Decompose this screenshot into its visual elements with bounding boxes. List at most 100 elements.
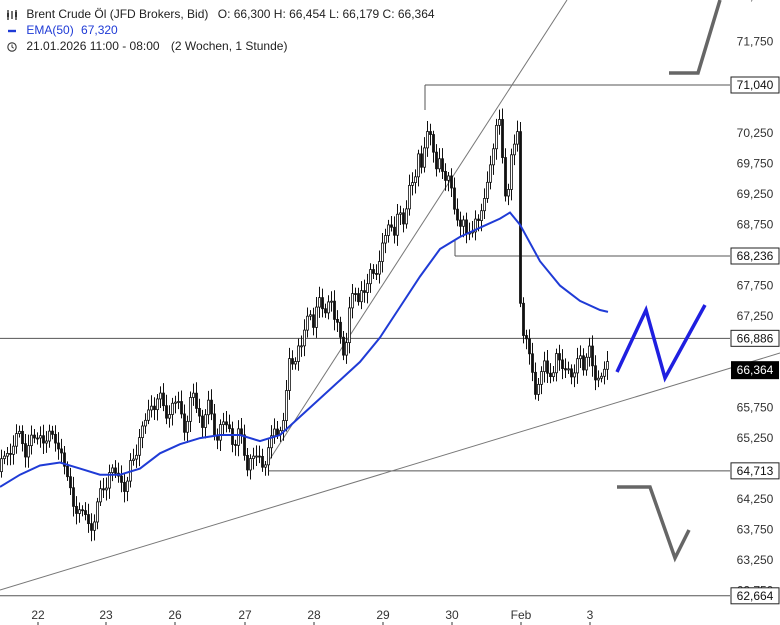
candle-body	[222, 421, 225, 425]
candle-body	[282, 420, 285, 432]
candle-body	[483, 198, 486, 212]
candle-body	[594, 365, 597, 381]
candle-body	[570, 368, 573, 378]
candle-body	[234, 444, 237, 446]
candle-body	[504, 157, 507, 197]
y-tick-label: 67,750	[737, 279, 774, 293]
candle-body	[396, 213, 399, 236]
candle-body	[42, 435, 45, 444]
candle-body	[240, 428, 243, 436]
candle-body	[405, 208, 408, 225]
candle-body	[378, 261, 381, 275]
candle-body	[447, 175, 450, 181]
candle-body	[588, 345, 591, 358]
candle-body	[174, 401, 177, 404]
candle-body	[327, 301, 330, 314]
y-tick-label: 64,250	[737, 492, 774, 506]
legend-row-range: 21.01.2026 11:00 - 08:00 (2 Wochen, 1 St…	[6, 38, 287, 53]
candle-body	[285, 390, 288, 421]
candle-body	[60, 448, 63, 454]
candle-body	[315, 306, 318, 328]
candle-body	[165, 405, 168, 419]
candle-body	[357, 293, 360, 303]
candle-body	[552, 372, 555, 378]
x-tick-label: 23	[99, 608, 113, 622]
y-tick-label: 65,250	[737, 431, 774, 445]
candle-body	[417, 153, 420, 178]
candle-body	[474, 218, 477, 233]
candle-body	[9, 453, 12, 455]
legend-row-symbol: Brent Crude Öl (JFD Brokers, Bid) O: 66,…	[6, 6, 435, 21]
candle-body	[66, 465, 69, 478]
candle-body	[591, 345, 594, 367]
candle-body	[435, 151, 438, 170]
candle-body	[15, 433, 18, 447]
candle-body	[381, 242, 384, 262]
candle-body	[462, 219, 465, 227]
candle-body	[507, 189, 510, 197]
x-tick-label: 26	[168, 608, 182, 622]
candle-body	[366, 283, 369, 293]
candle-body	[555, 353, 558, 374]
candle-body	[294, 361, 297, 365]
candle-body	[558, 353, 561, 361]
candle-body	[123, 481, 126, 492]
candle-body	[423, 147, 426, 168]
candle-body	[36, 437, 39, 440]
candle-body	[132, 458, 135, 461]
candle-body	[297, 345, 300, 362]
candle-body	[150, 405, 153, 411]
candle-body	[105, 487, 108, 491]
x-tick-label: 28	[307, 608, 321, 622]
level-price-label: 66,886	[737, 331, 774, 345]
candle-body	[444, 171, 447, 181]
candle-body	[387, 224, 390, 236]
level-price-box	[730, 462, 780, 480]
candle-body	[324, 308, 327, 314]
candle-body	[114, 467, 117, 474]
candle-body	[144, 419, 147, 427]
candle-body	[549, 372, 552, 378]
candle-body	[192, 392, 195, 398]
ema-value: 67,320	[81, 22, 118, 37]
horizontal-levels	[0, 84, 730, 597]
level-price-label: 71,040	[737, 78, 774, 92]
line-icon	[6, 25, 18, 35]
candle-body	[108, 472, 111, 489]
bullish-projection-arrow	[615, 304, 707, 383]
candle-body	[273, 428, 276, 437]
candle-body	[429, 131, 432, 135]
level-price-label: 68,236	[737, 249, 774, 263]
candle-body	[177, 401, 180, 403]
y-tick-label: 63,750	[737, 523, 774, 537]
candle-body	[567, 368, 570, 371]
candle-body	[513, 143, 516, 156]
candle-body	[411, 182, 414, 186]
candlestick-icon	[6, 9, 18, 20]
candle-body	[375, 273, 378, 275]
candle-body	[51, 430, 54, 435]
candle-body	[30, 434, 33, 447]
price-candles	[0, 108, 609, 542]
candle-body	[531, 353, 534, 373]
candle-body	[333, 300, 336, 320]
trend-lines	[0, 0, 780, 591]
candle-body	[120, 475, 123, 483]
candle-body	[390, 224, 393, 228]
candle-body	[231, 428, 234, 445]
price-axis: 72,500 71,750 70,250 69,750 69,250 68,750 67,7…	[730, 0, 780, 605]
candle-body	[525, 335, 528, 340]
candle-body	[384, 235, 387, 244]
candle-body	[342, 336, 345, 356]
candle-body	[246, 454, 249, 471]
candle-body	[96, 501, 99, 523]
candle-body	[135, 454, 138, 460]
candle-body	[309, 314, 312, 317]
candle-body	[210, 399, 213, 415]
candle-body	[303, 329, 306, 347]
candle-body	[522, 302, 525, 336]
level-price-label: 62,664	[737, 589, 774, 603]
candle-body	[402, 212, 405, 225]
candle-body	[480, 210, 483, 221]
